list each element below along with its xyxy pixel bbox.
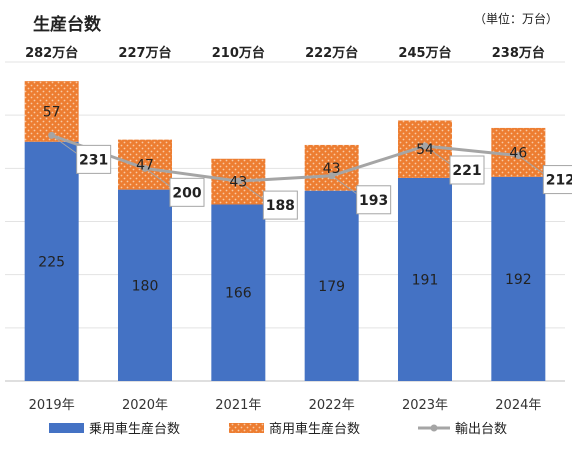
legend-marker-export [430,424,438,432]
x-tick-label: 2022年 [309,398,355,413]
label-commercial: 47 [136,158,154,174]
x-tick-label: 2024年 [495,398,541,413]
total-label: 227万台 [118,45,171,61]
legend-label-commercial: 商用車生産台数 [269,421,360,437]
label-passenger: 179 [318,279,345,295]
total-label: 222万台 [305,45,358,61]
x-tick-label: 2023年 [402,398,448,413]
line-export [51,133,519,183]
label-export: 200 [172,185,201,201]
callout-box [542,165,572,195]
label-passenger: 192 [505,272,532,288]
label-commercial: 43 [229,175,247,191]
chart-title: 生産台数 [33,15,101,35]
bar-passenger [398,177,452,381]
legend-swatch-passenger [49,423,84,433]
callout-box [76,144,112,174]
bar-passenger [304,190,359,381]
label-export: 221 [452,163,481,179]
legend-label-export: 輸出台数 [455,422,507,437]
label-passenger: 191 [412,272,439,288]
bar-passenger [211,204,266,381]
bar-commercial [304,144,359,191]
label-export: 231 [79,152,108,168]
label-passenger: 225 [38,254,65,270]
callout-leader [144,167,171,187]
callout-box [169,177,205,207]
label-export: 212 [546,173,572,189]
x-tick-label: 2019年 [29,398,75,413]
label-commercial: 57 [43,104,61,120]
label-passenger: 180 [132,278,159,294]
bar-passenger [24,141,79,381]
callout-box [262,190,298,220]
label-passenger: 166 [225,286,252,302]
callout-leader [238,180,264,200]
bar-passenger [491,176,546,381]
label-commercial: 54 [416,142,434,158]
legend-label-passenger: 乗用車生産台数 [89,421,180,437]
callout-box [449,155,485,185]
label-export: 193 [359,193,388,209]
label-commercial: 46 [509,145,527,161]
callout-leader [51,134,77,154]
label-commercial: 43 [323,161,341,177]
label-export: 188 [266,198,295,214]
x-tick-label: 2020年 [122,398,168,413]
unit-label: （単位：万台） [473,12,558,26]
callout-leader [331,175,357,195]
total-label: 282万台 [25,45,78,61]
bar-passenger [118,189,172,381]
total-label: 238万台 [492,45,545,61]
total-label: 245万台 [398,45,451,61]
callout-leader [424,145,451,165]
callout-leader [518,155,544,174]
legend-swatch-commercial [229,423,264,433]
x-tick-label: 2021年 [215,398,261,413]
bar-commercial [24,81,79,142]
total-label: 210万台 [212,45,265,61]
callout-box [356,185,392,215]
